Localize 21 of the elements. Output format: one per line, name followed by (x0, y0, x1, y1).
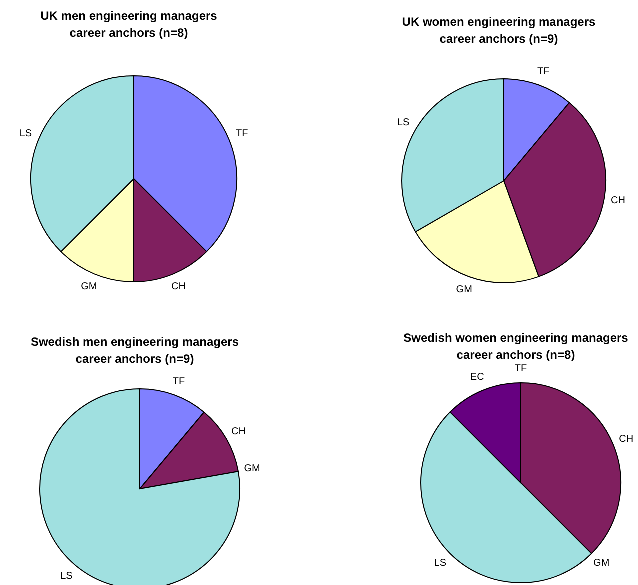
chart-title: UK women engineering managers career anchors (n=9) (401, 14, 597, 48)
slice-label: CH (611, 196, 626, 207)
slice-label: CH (231, 426, 246, 438)
chart-title: UK men engineering managers career anchors (n=8) (40, 8, 218, 42)
slice-label: LS (434, 558, 447, 570)
slice-label: CH (172, 282, 186, 293)
category-label: TF (514, 364, 528, 374)
chart-title: Swedish women engineering managers career anchors (n=8) (402, 330, 630, 364)
slice-label: TF (172, 376, 186, 388)
slice-label: CH (619, 434, 634, 445)
slice-label: LS (60, 570, 74, 582)
slice-label: TF (538, 66, 550, 78)
chart-title: Swedish men engineering managers career anchors (n=9) (30, 334, 240, 368)
slice-label: LS (397, 118, 410, 129)
category-label: GM (244, 464, 260, 475)
category-label: GM (594, 558, 610, 570)
slice-label: LS (20, 128, 32, 140)
slice-label: EC (470, 372, 484, 384)
slice-label: GM (456, 284, 472, 296)
slice-label: TF (236, 128, 248, 140)
slice-label: GM (81, 282, 98, 293)
